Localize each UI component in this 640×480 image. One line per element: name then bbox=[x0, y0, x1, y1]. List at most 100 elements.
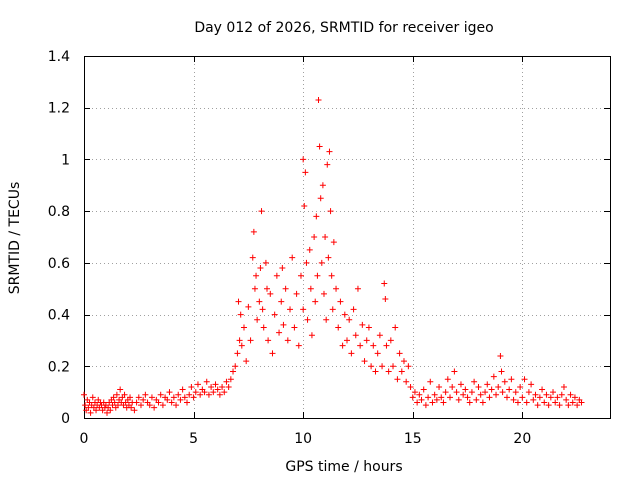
data-point bbox=[455, 396, 462, 403]
data-point bbox=[521, 376, 528, 383]
data-point bbox=[433, 396, 440, 403]
data-point bbox=[525, 389, 532, 396]
data-point bbox=[146, 402, 153, 409]
data-point bbox=[303, 259, 310, 266]
data-point bbox=[422, 402, 429, 409]
data-point bbox=[409, 394, 416, 401]
data-point bbox=[442, 389, 449, 396]
data-point bbox=[155, 399, 162, 406]
data-point bbox=[308, 332, 315, 339]
data-point bbox=[354, 285, 361, 292]
data-point bbox=[497, 352, 504, 359]
data-point bbox=[166, 389, 173, 396]
data-point bbox=[190, 394, 197, 401]
data-point bbox=[394, 376, 401, 383]
data-point bbox=[236, 337, 243, 344]
data-point bbox=[282, 285, 289, 292]
data-point bbox=[82, 402, 89, 409]
data-point bbox=[216, 391, 223, 398]
data-point bbox=[565, 402, 572, 409]
data-point bbox=[201, 389, 208, 396]
data-point bbox=[232, 363, 239, 370]
data-point bbox=[249, 254, 256, 261]
data-point bbox=[482, 389, 489, 396]
data-point bbox=[357, 342, 364, 349]
data-point bbox=[558, 391, 565, 398]
data-point bbox=[121, 391, 128, 398]
x-tick-label: 20 bbox=[513, 431, 531, 447]
data-point bbox=[431, 391, 438, 398]
y-tick-label: 1 bbox=[61, 152, 70, 168]
data-point bbox=[400, 358, 407, 365]
data-point bbox=[440, 399, 447, 406]
data-point bbox=[462, 386, 469, 393]
data-point bbox=[311, 234, 318, 240]
y-tick-label: 0.4 bbox=[48, 308, 70, 324]
data-point bbox=[93, 407, 100, 414]
data-point bbox=[322, 234, 329, 240]
data-point bbox=[411, 389, 418, 396]
data-point bbox=[128, 404, 135, 411]
data-point bbox=[262, 259, 269, 266]
data-point bbox=[320, 290, 327, 297]
data-point bbox=[327, 208, 334, 215]
data-point bbox=[219, 383, 226, 390]
data-point bbox=[265, 337, 272, 344]
data-point bbox=[135, 394, 142, 401]
data-point bbox=[318, 259, 325, 266]
data-point bbox=[444, 376, 451, 383]
data-point bbox=[107, 407, 114, 414]
data-point bbox=[269, 350, 276, 357]
data-point bbox=[517, 383, 524, 390]
data-point bbox=[314, 272, 321, 279]
data-point bbox=[260, 324, 267, 331]
data-point bbox=[240, 324, 247, 331]
data-point bbox=[346, 316, 353, 323]
data-point bbox=[541, 399, 548, 406]
data-point bbox=[464, 394, 471, 401]
data-point bbox=[560, 383, 567, 390]
data-point bbox=[438, 394, 445, 401]
data-point bbox=[510, 396, 517, 403]
data-point bbox=[287, 306, 294, 313]
plot-border bbox=[84, 56, 611, 419]
y-tick-label: 1.4 bbox=[48, 49, 70, 65]
data-point bbox=[212, 381, 219, 388]
data-point bbox=[315, 96, 322, 103]
data-point bbox=[490, 373, 497, 380]
data-point bbox=[447, 394, 454, 401]
data-point bbox=[574, 402, 581, 409]
data-point bbox=[330, 239, 337, 246]
data-point bbox=[547, 394, 554, 401]
y-tick-label: 0.6 bbox=[48, 256, 70, 272]
data-point bbox=[297, 272, 304, 279]
data-point bbox=[221, 389, 228, 396]
data-point bbox=[148, 394, 155, 401]
data-point bbox=[208, 383, 215, 390]
tick-layer: 0 5 10 15 20 0 0.2 0.4 0.6 0.8 1 1.2 1.4 bbox=[48, 49, 610, 447]
data-point bbox=[300, 156, 307, 163]
data-point bbox=[382, 296, 389, 303]
data-point bbox=[475, 383, 482, 390]
data-point bbox=[307, 285, 314, 292]
data-point bbox=[159, 402, 166, 409]
data-point bbox=[532, 391, 539, 398]
data-point bbox=[177, 396, 184, 403]
data-point bbox=[306, 246, 313, 253]
data-point bbox=[508, 376, 515, 383]
data-point bbox=[205, 391, 212, 398]
data-point bbox=[300, 306, 307, 313]
data-point bbox=[188, 383, 195, 390]
data-point bbox=[181, 394, 188, 401]
data-point bbox=[137, 402, 144, 409]
data-point bbox=[133, 399, 140, 406]
data-point bbox=[302, 169, 309, 176]
data-point bbox=[279, 265, 286, 272]
data-point bbox=[293, 290, 300, 297]
data-point bbox=[543, 391, 550, 398]
data-point bbox=[335, 324, 342, 331]
data-point bbox=[280, 321, 287, 328]
x-tick-label: 10 bbox=[294, 431, 312, 447]
data-point bbox=[363, 337, 370, 344]
